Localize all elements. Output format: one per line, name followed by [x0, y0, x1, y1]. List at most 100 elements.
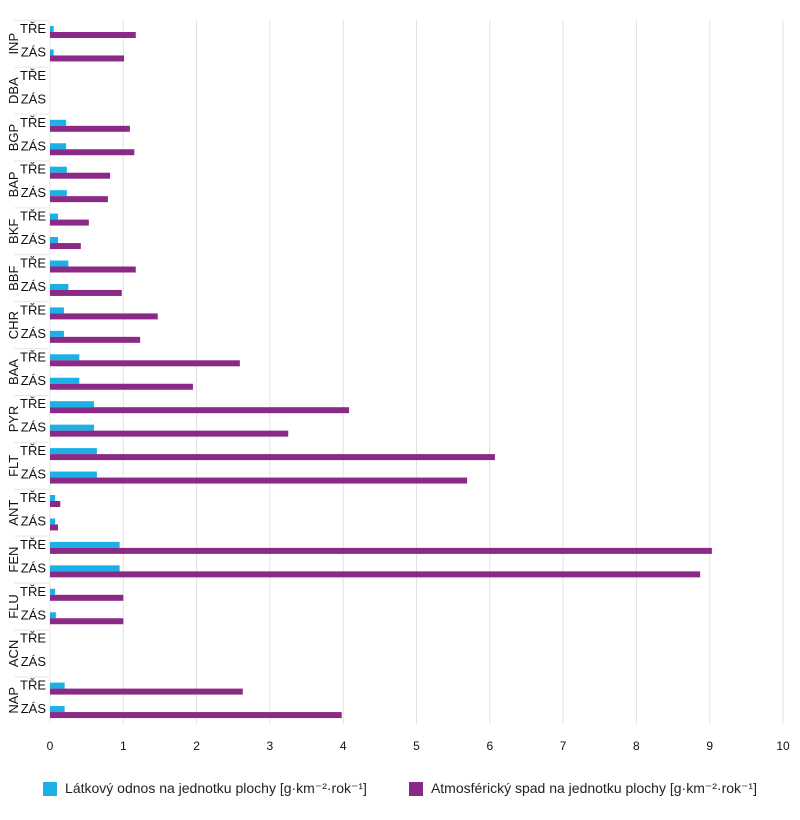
bar-odnos	[50, 541, 120, 548]
legend-swatch	[408, 781, 423, 796]
bar-spad	[50, 266, 136, 273]
subcategory-label: TŘE	[20, 443, 46, 458]
subcategory-label: ZÁS	[21, 185, 47, 200]
group-label: ANT	[6, 500, 21, 526]
bar-chart: 0 1 2 3 4 5 6 7 8 9 10INPTŘEZÁSDBATŘEZÁSBGPTŘEZÁSB…	[6, 19, 790, 753]
subcategory-label: ZÁS	[21, 279, 47, 294]
bar-spad	[50, 336, 141, 343]
bar-spad	[50, 289, 122, 296]
group-label: FLU	[6, 594, 21, 619]
x-tick-label: 4	[340, 739, 347, 753]
bar-odnos	[50, 424, 94, 431]
bar-spad	[50, 501, 61, 507]
group-label: BAP	[6, 171, 21, 197]
legend-item-odnos: Látkový odnos na jednotku plochy [g·km⁻²…	[43, 780, 367, 797]
bar-odnos	[50, 283, 69, 290]
bar-odnos	[50, 612, 56, 619]
subcategory-label: TŘE	[20, 209, 46, 224]
bar-spad	[50, 172, 111, 179]
subcategory-label: TŘE	[20, 256, 46, 271]
bar-spad	[50, 571, 701, 578]
subcategory-label: TŘE	[20, 302, 46, 317]
bar-odnos	[50, 237, 59, 244]
subcategory-label: ZÁS	[21, 232, 47, 247]
group-label: CHR	[6, 311, 21, 339]
bar-odnos	[50, 706, 65, 713]
bar-odnos	[50, 682, 65, 689]
bar-spad	[50, 196, 108, 203]
subcategory-label: ZÁS	[21, 91, 47, 106]
x-tick-label: 6	[486, 739, 493, 753]
group-label: ACN	[6, 640, 21, 667]
bar-spad	[50, 32, 136, 38]
bar-odnos	[50, 307, 64, 314]
bar-odnos	[50, 471, 97, 478]
x-tick-label: 8	[633, 739, 640, 753]
bar-spad	[50, 524, 59, 531]
subcategory-label: TŘE	[20, 537, 46, 552]
x-tick-label: 1	[120, 739, 127, 753]
subcategory-label: TŘE	[20, 678, 46, 693]
subcategory-label: TŘE	[20, 68, 46, 83]
bar-spad	[50, 477, 468, 484]
x-tick-label: 10	[776, 739, 790, 753]
x-tick-label: 7	[560, 739, 567, 753]
legend: Látkový odnos na jednotku plochy [g·km⁻²…	[0, 780, 800, 797]
group-label: DBA	[6, 77, 21, 104]
subcategory-label: ZÁS	[21, 701, 47, 716]
legend-item-spad: Atmosférický spad na jednotku plochy [g·…	[408, 780, 757, 797]
subcategory-label: TŘE	[20, 631, 46, 646]
bar-spad	[50, 313, 158, 320]
group-label: PYR	[6, 406, 21, 433]
group-label: BBF	[6, 266, 21, 291]
subcategory-label: ZÁS	[21, 44, 47, 59]
subcategory-label: ZÁS	[21, 467, 47, 482]
subcategory-label: ZÁS	[21, 373, 47, 388]
subcategory-label: TŘE	[20, 584, 46, 599]
group-label: NAP	[6, 687, 21, 714]
bar-odnos	[50, 401, 94, 408]
x-tick-label: 5	[413, 739, 420, 753]
subcategory-label: TŘE	[20, 490, 46, 505]
group-label: FEN	[6, 547, 21, 573]
bar-odnos	[50, 518, 56, 525]
bar-spad	[50, 688, 243, 695]
subcategory-label: TŘE	[20, 115, 46, 130]
bar-spad	[50, 712, 342, 719]
bar-odnos	[50, 143, 67, 150]
bar-spad	[50, 219, 89, 226]
bar-spad	[50, 454, 495, 461]
legend-label: Látkový odnos na jednotku plochy [g·km⁻²…	[65, 780, 367, 796]
x-tick-label: 9	[706, 739, 713, 753]
bar-odnos	[50, 565, 120, 572]
bar-spad	[50, 149, 135, 156]
bar-spad	[50, 55, 125, 62]
group-label: BGP	[6, 124, 21, 151]
x-tick-label: 3	[267, 739, 274, 753]
group-label: INP	[6, 33, 21, 55]
bar-spad	[50, 125, 130, 132]
subcategory-label: TŘE	[20, 162, 46, 177]
subcategory-label: ZÁS	[21, 513, 47, 528]
bar-odnos	[50, 166, 67, 173]
legend-label: Atmosférický spad na jednotku plochy [g·…	[430, 780, 757, 796]
bar-odnos	[50, 119, 67, 126]
bar-odnos	[50, 49, 54, 56]
bar-odnos	[50, 26, 54, 32]
bar-odnos	[50, 495, 56, 501]
bar-spad	[50, 547, 712, 554]
subcategory-label: ZÁS	[21, 420, 47, 435]
subcategory-label: TŘE	[20, 396, 46, 411]
bar-spad	[50, 430, 289, 437]
bar-odnos	[50, 354, 80, 361]
x-tick-label: 2	[193, 739, 200, 753]
legend-swatch	[43, 781, 58, 796]
subcategory-label: ZÁS	[21, 654, 47, 669]
subcategory-label: TŘE	[20, 21, 46, 36]
bar-spad	[50, 243, 81, 250]
bar-odnos	[50, 448, 97, 455]
bar-spad	[50, 360, 240, 367]
bar-spad	[50, 407, 350, 414]
subcategory-label: ZÁS	[21, 560, 47, 575]
